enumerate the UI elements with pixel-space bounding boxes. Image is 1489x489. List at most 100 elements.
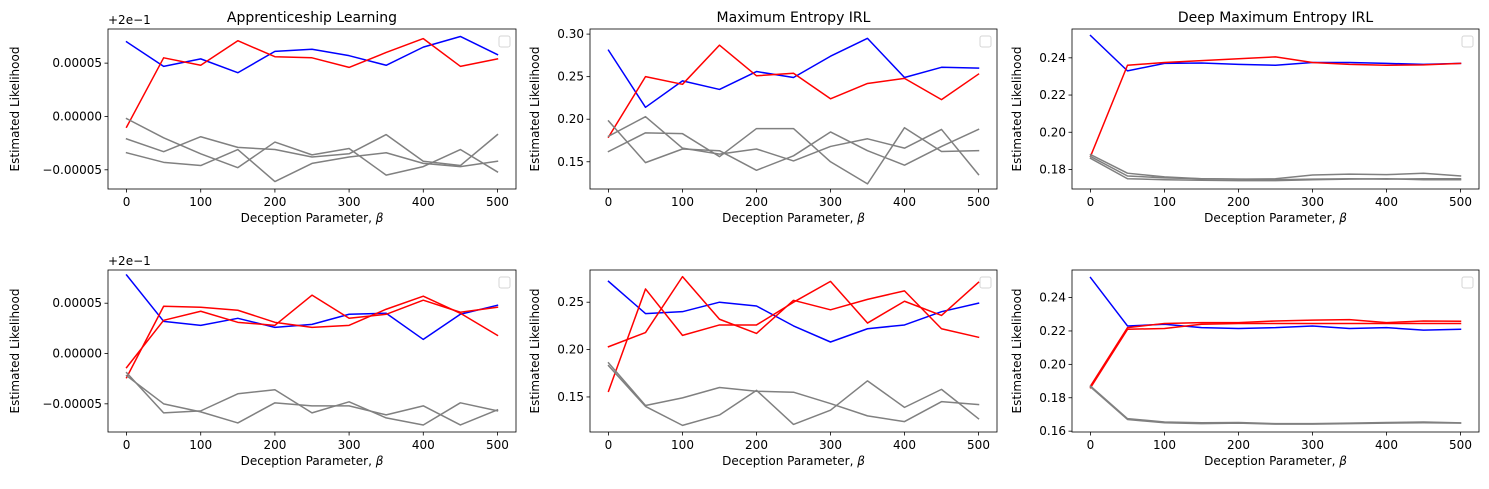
x-tick-label: 100 xyxy=(671,195,694,209)
y-axis-label: Estimated Likelihood xyxy=(528,47,542,172)
x-tick-label: 200 xyxy=(745,438,768,452)
x-tick-label: 0 xyxy=(1087,438,1095,452)
x-tick-label: 500 xyxy=(486,195,509,209)
x-tick-label: 200 xyxy=(745,195,768,209)
series-line-red xyxy=(607,44,980,139)
series-line-gray1 xyxy=(1089,153,1462,180)
x-tick-label: 400 xyxy=(412,195,435,209)
series-line-red2 xyxy=(125,294,499,369)
y-tick-label: 0.24 xyxy=(1039,291,1066,305)
chart-title: Apprenticeship Learning xyxy=(227,10,397,26)
x-axis-label: Deception Parameter, β xyxy=(1204,211,1347,225)
x-tick-label: 300 xyxy=(819,438,842,452)
y-tick-label: 0.25 xyxy=(557,295,584,309)
x-axis-label: Deception Parameter, β xyxy=(722,211,865,225)
y-axis-label: Estimated Likelihood xyxy=(8,47,22,172)
series-line-gray2 xyxy=(607,361,980,423)
x-tick-label: 100 xyxy=(189,438,212,452)
legend-box xyxy=(498,276,511,289)
x-axis-label-text: Deception Parameter, xyxy=(1204,211,1339,225)
x-tick-label: 100 xyxy=(1153,195,1176,209)
y-tick-label: 0.00000 xyxy=(52,109,102,123)
y-tick-label: 0.22 xyxy=(1039,324,1066,338)
x-axis-label: Deception Parameter, β xyxy=(722,454,865,468)
plot-frame xyxy=(589,28,998,190)
series-line-gray2 xyxy=(607,126,980,185)
series-line-gray1 xyxy=(125,371,499,426)
series-group xyxy=(1089,276,1462,425)
y-axis-label: Estimated Likelihood xyxy=(1010,47,1024,172)
y-tick-label: 0.00005 xyxy=(52,296,102,310)
plot-frame xyxy=(107,28,517,190)
x-tick-label: 100 xyxy=(1153,438,1176,452)
x-tick-label: 400 xyxy=(893,195,916,209)
chart-panel-3: 0 100 200 300 400 500 0.18 0.20 0.22 0.24 Deep Max… xyxy=(1010,10,1480,225)
y-tick-label: 0.00005 xyxy=(52,56,102,70)
legend-box xyxy=(498,35,511,48)
chart-title: Maximum Entropy IRL xyxy=(717,10,871,26)
x-tick-label: 400 xyxy=(412,438,435,452)
x-tick-label: 300 xyxy=(338,195,361,209)
x-tick-label: 200 xyxy=(1227,438,1250,452)
x-tick-label: 500 xyxy=(967,438,990,452)
x-tick-label: 200 xyxy=(1227,195,1250,209)
plot-frame xyxy=(107,269,517,433)
plot-frame xyxy=(1071,28,1480,190)
x-tick-label: 500 xyxy=(1449,195,1472,209)
series-line-red xyxy=(125,37,499,129)
y-tick-label: −0.00005 xyxy=(42,163,102,177)
y-offset-label: +2e−1 xyxy=(108,254,151,268)
x-tick-label: 0 xyxy=(123,438,131,452)
series-line-blue xyxy=(607,280,980,343)
x-tick-label: 0 xyxy=(123,195,131,209)
x-tick-label: 400 xyxy=(893,438,916,452)
chart-panel-6: 0 100 200 300 400 500 0.16 0.18 0.20 0.22 0.24 Dece… xyxy=(1010,269,1480,468)
y-offset-label: +2e−1 xyxy=(108,13,151,27)
x-axis-label: Deception Parameter, β xyxy=(241,211,384,225)
x-axis-label: Deception Parameter, β xyxy=(241,454,384,468)
x-tick-label: 300 xyxy=(1301,438,1324,452)
y-tick-label: 0.16 xyxy=(1039,424,1066,438)
series-group xyxy=(1089,34,1462,182)
y-tick-label: 0.15 xyxy=(557,155,584,169)
x-axis-label-text: Deception Parameter, xyxy=(241,211,376,225)
y-axis-label: Estimated Likelihood xyxy=(528,289,542,414)
series-group xyxy=(607,275,980,427)
y-tick-label: −0.00005 xyxy=(42,397,102,411)
x-tick-label: 0 xyxy=(605,195,613,209)
y-tick-label: 0.30 xyxy=(557,27,584,41)
x-axis-label-text: Deception Parameter, xyxy=(241,454,376,468)
y-tick-label: 0.20 xyxy=(557,112,584,126)
x-tick-label: 200 xyxy=(263,438,286,452)
chart-panel-1: 0 100 200 300 400 500 −0.00005 0.00000 0.00005 +2… xyxy=(8,10,517,225)
series-line-red1 xyxy=(1089,322,1462,389)
series-group xyxy=(125,273,499,426)
series-line-blue xyxy=(607,37,980,109)
y-tick-label: 0.24 xyxy=(1039,51,1066,65)
series-line-gray3 xyxy=(125,148,499,183)
series-line-red xyxy=(1089,56,1462,158)
series-line-red2 xyxy=(1089,318,1462,388)
chart-panel-4: 0 100 200 300 400 500 −0.00005 0.00000 0.00005 +2… xyxy=(8,254,517,468)
chart-title: Deep Maximum Entropy IRL xyxy=(1178,10,1373,26)
y-tick-label: 0.20 xyxy=(557,343,584,357)
x-tick-label: 500 xyxy=(1449,438,1472,452)
series-group xyxy=(607,37,980,185)
series-line-gray1 xyxy=(607,119,980,172)
x-axis-label-symbol: β xyxy=(375,211,384,225)
series-group xyxy=(125,35,499,183)
y-axis-label: Estimated Likelihood xyxy=(1010,289,1024,414)
series-line-red1 xyxy=(607,280,980,393)
y-tick-label: 0.18 xyxy=(1039,391,1066,405)
series-line-gray3 xyxy=(607,115,980,176)
x-axis-label-symbol: β xyxy=(1338,454,1347,468)
series-line-blue xyxy=(1089,34,1462,72)
x-tick-label: 0 xyxy=(1087,195,1095,209)
series-line-gray1 xyxy=(607,364,980,427)
series-line-blue xyxy=(125,35,499,74)
plot-frame xyxy=(1071,269,1480,433)
x-tick-label: 100 xyxy=(671,438,694,452)
x-tick-label: 500 xyxy=(967,195,990,209)
